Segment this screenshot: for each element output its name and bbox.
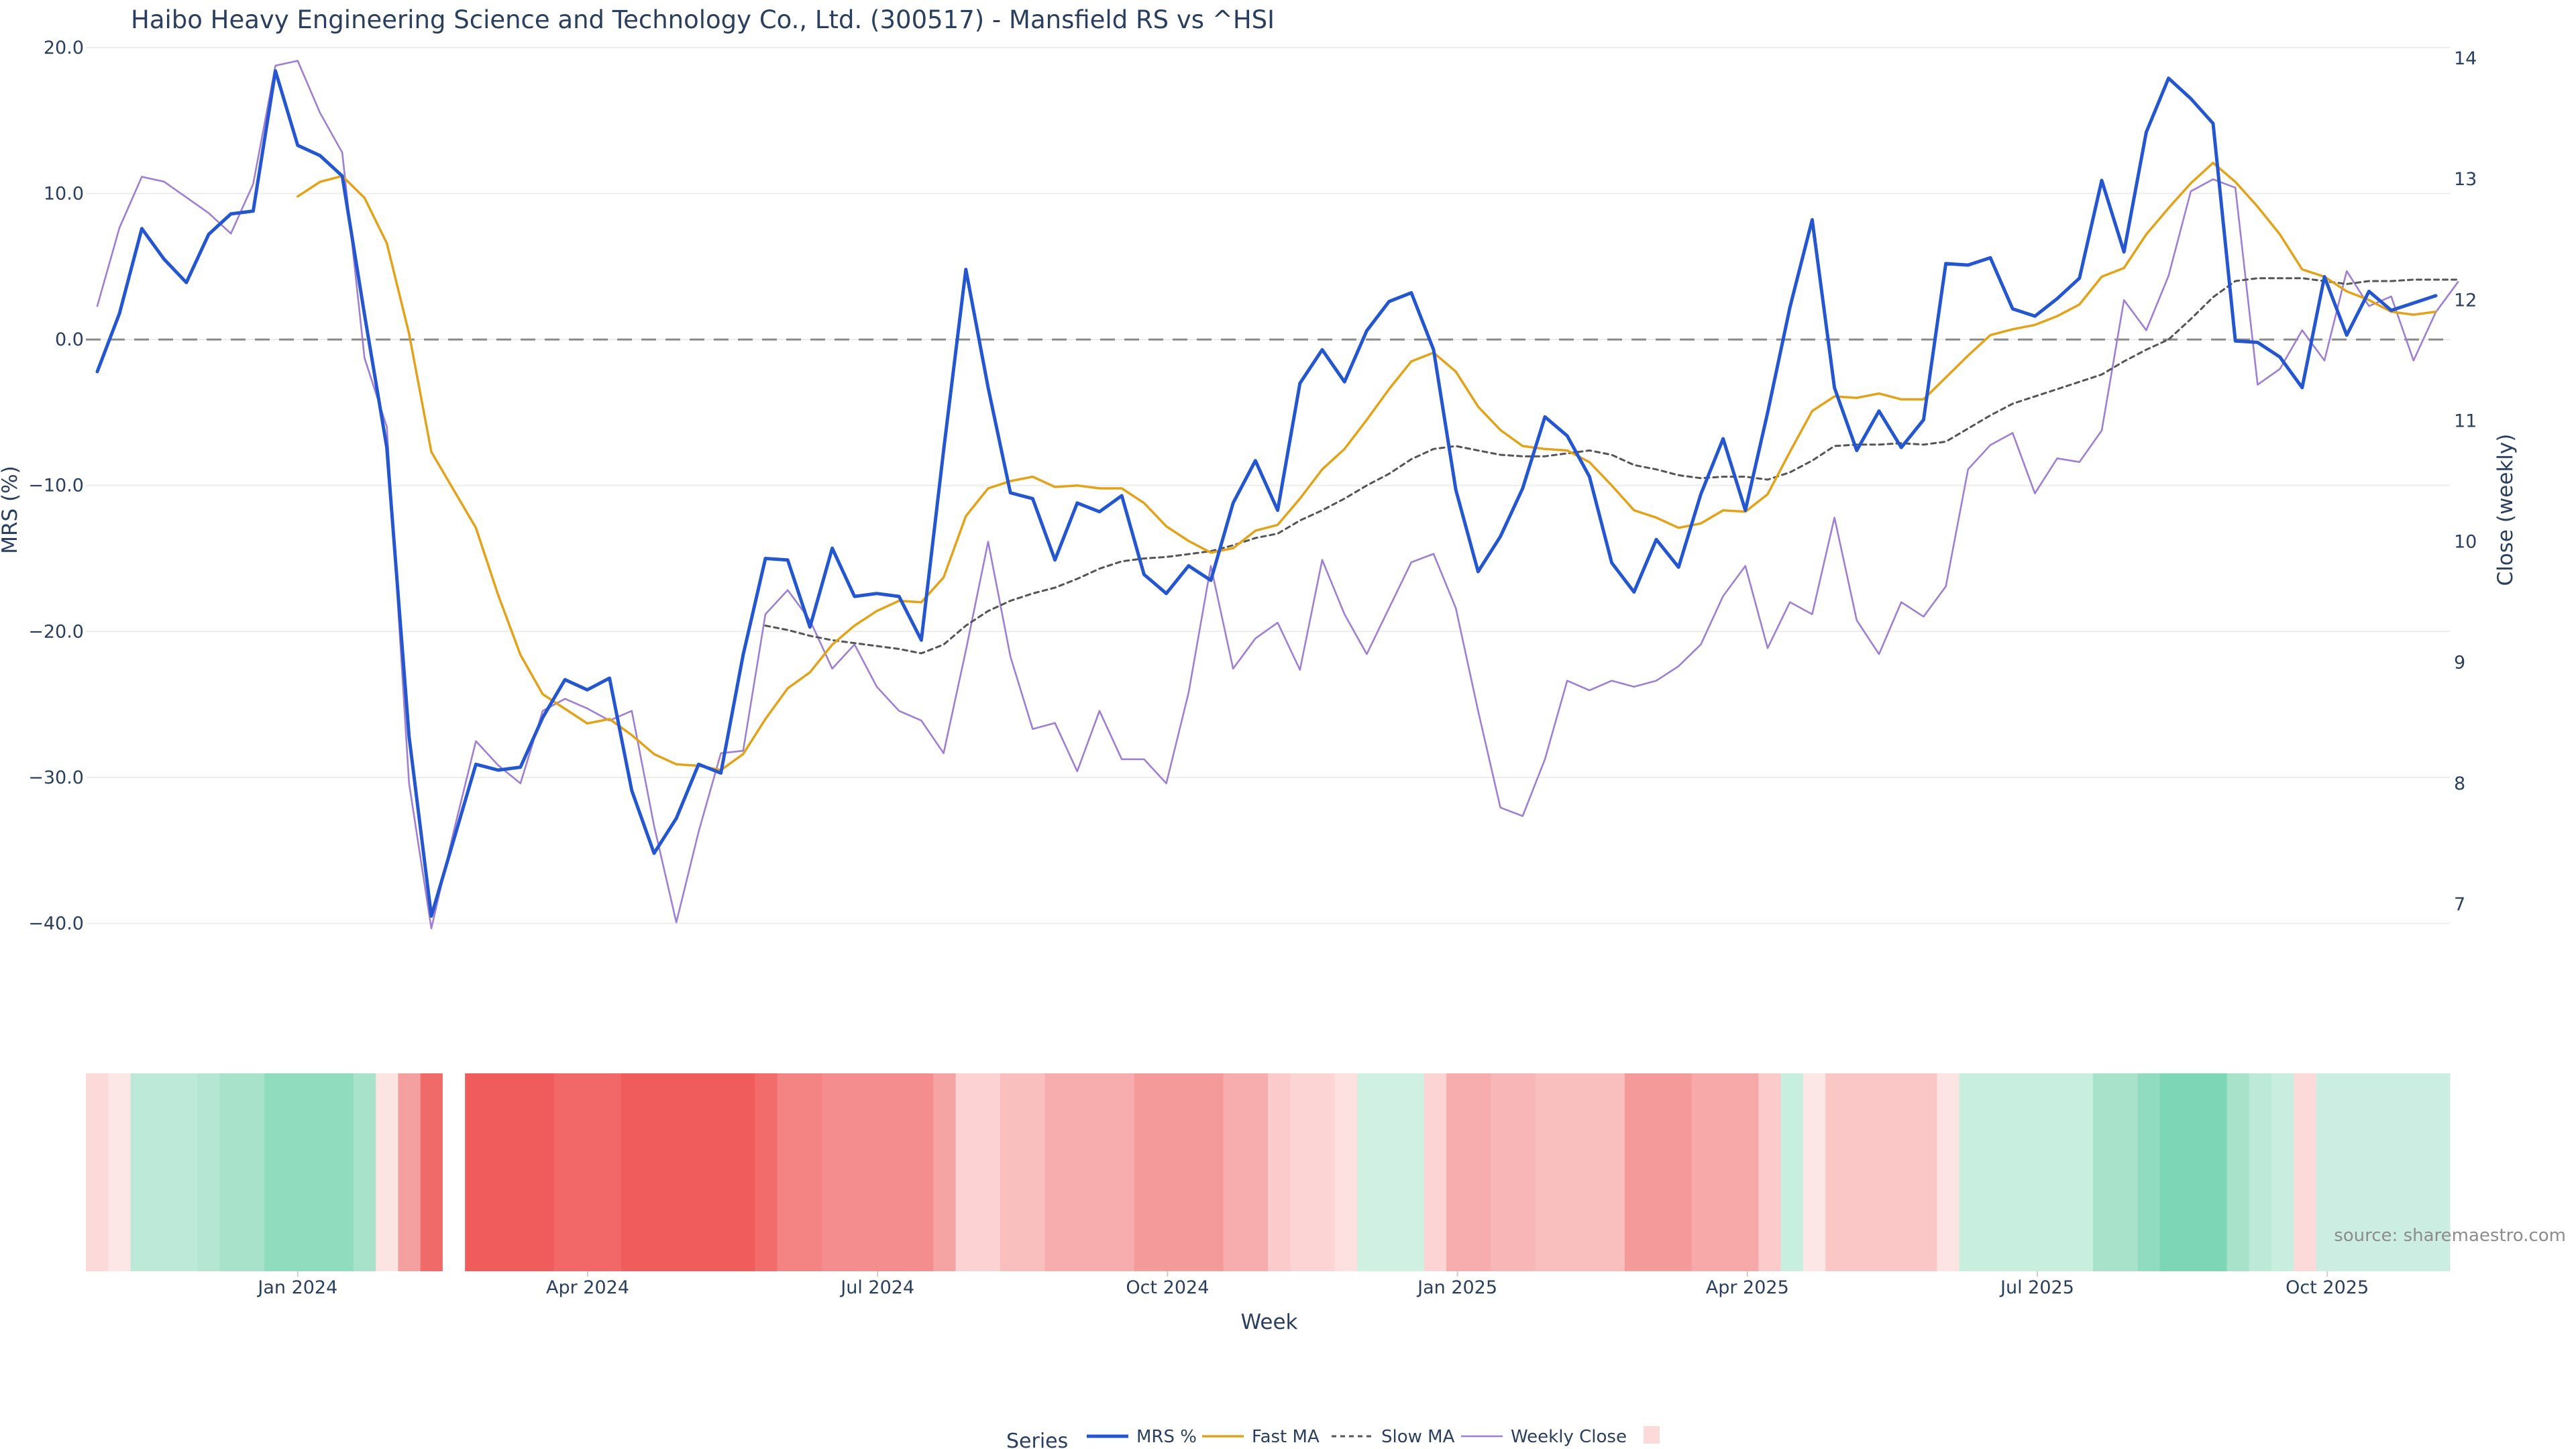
- legend-item-slow-ma-label: Slow MA: [1381, 1427, 1455, 1447]
- regime-strip-segment: [1959, 1073, 2094, 1271]
- x-tick-label: Oct 2025: [2286, 1277, 2369, 1298]
- chart-title: Haibo Heavy Engineering Science and Tech…: [131, 5, 1275, 34]
- regime-strip-segment: [1044, 1073, 1135, 1271]
- x-tick-label: Apr 2024: [546, 1277, 629, 1298]
- regime-strip-segment: [1356, 1073, 1425, 1271]
- y-tick-label-right: 12: [2454, 290, 2477, 311]
- regime-strip-segment: [777, 1073, 822, 1271]
- legend: Series MRS % Fast MA Slow MA Weekly Close: [1006, 1426, 1660, 1449]
- source-note: source: sharemaestro.com: [2334, 1226, 2566, 1246]
- regime-strip-segment: [1691, 1073, 1759, 1271]
- series-lines: [95, 60, 2459, 930]
- y-tick-label-left: 0.0: [55, 329, 84, 350]
- regime-strip-segment: [398, 1073, 421, 1271]
- y-tick-label-right: 7: [2454, 894, 2465, 915]
- x-axis: Jan 2024 Apr 2024 Jul 2024 Oct 2024 Jan 2025…: [256, 1271, 2369, 1298]
- regime-strip-segment: [621, 1073, 755, 1271]
- y-axis-right-title: Close (weekly): [2493, 434, 2518, 586]
- regime-strip-segment: [1491, 1073, 1536, 1271]
- y-tick-label-left: −40.0: [28, 913, 84, 934]
- y-tick-label-left: −30.0: [28, 767, 84, 788]
- regime-strip-segment: [2159, 1073, 2228, 1271]
- y-tick-label-right: 8: [2454, 773, 2465, 794]
- legend-item-weekly-close-label: Weekly Close: [1511, 1427, 1627, 1447]
- regime-strip-segment: [420, 1073, 443, 1271]
- x-tick-label: Jan 2024: [256, 1277, 337, 1298]
- x-tick-label: Oct 2024: [1126, 1277, 1209, 1298]
- regime-strip-segment: [1446, 1073, 1491, 1271]
- legend-item-fast-ma-label: Fast MA: [1252, 1427, 1320, 1447]
- x-tick-label: Jan 2025: [1416, 1277, 1497, 1298]
- regime-strip-segment: [822, 1073, 934, 1271]
- fast-ma-line: [297, 162, 2437, 771]
- y-tick-label-left: −20.0: [28, 621, 84, 642]
- legend-strip-swatch: [1644, 1426, 1660, 1444]
- regime-strip-segment: [1825, 1073, 1937, 1271]
- regime-strip-segment: [1624, 1073, 1693, 1271]
- regime-strip-segment: [955, 1073, 1001, 1271]
- regime-strip-segment: [1424, 1073, 1447, 1271]
- regime-strip-segment: [1758, 1073, 1782, 1271]
- regime-strip-segment: [1290, 1073, 1336, 1271]
- regime-strip-segment: [1000, 1073, 1046, 1271]
- regime-strip-segment: [376, 1073, 398, 1271]
- regime-strip-segment: [2271, 1073, 2294, 1271]
- y-tick-label-left: −10.0: [28, 476, 84, 496]
- y-axis-left-title: MRS (%): [0, 466, 22, 553]
- y-tick-label-right: 11: [2454, 411, 2477, 431]
- x-axis-title: Week: [1241, 1310, 1298, 1334]
- regime-strip-segment: [1535, 1073, 1625, 1271]
- regime-strip-segment: [1780, 1073, 1804, 1271]
- x-tick-label: Jul 2025: [1999, 1277, 2074, 1298]
- regime-strip-segment: [1334, 1073, 1358, 1271]
- legend-item-mrs-label: MRS %: [1136, 1427, 1197, 1447]
- regime-strip-segment: [2294, 1073, 2317, 1271]
- regime-strip-segment: [219, 1073, 265, 1271]
- y-axis-right: 14 13 12 11 10 9 8 7: [2454, 48, 2477, 915]
- y-tick-label-right: 13: [2454, 169, 2477, 190]
- regime-strip-segment: [2093, 1073, 2139, 1271]
- regime-strip-segment: [197, 1073, 220, 1271]
- regime-strip-segment: [1268, 1073, 1291, 1271]
- regime-strip-segment: [1134, 1073, 1224, 1271]
- regime-strip-segment: [755, 1073, 778, 1271]
- regime-strip-segment: [465, 1073, 555, 1271]
- regime-strip: [86, 1073, 2451, 1271]
- y-tick-label-right: 9: [2454, 653, 2465, 674]
- y-axis-left: 20.0 10.0 0.0 −10.0 −20.0 −30.0 −40.0: [28, 38, 84, 934]
- weekly-close-line: [96, 60, 2459, 930]
- regime-strip-segment: [1223, 1073, 1269, 1271]
- slow-ma-line: [764, 277, 2459, 655]
- y-tick-label-right: 14: [2454, 48, 2477, 69]
- regime-strip-segment: [108, 1073, 131, 1271]
- regime-strip-segment: [353, 1073, 376, 1271]
- regime-strip-segment: [1803, 1073, 1826, 1271]
- regime-strip-segment: [1937, 1073, 1960, 1271]
- regime-strip-segment: [130, 1073, 198, 1271]
- regime-strip-segment: [2249, 1073, 2272, 1271]
- regime-strip-segment: [933, 1073, 957, 1271]
- mrs-line: [95, 69, 2438, 918]
- y-tick-label-left: 20.0: [44, 38, 84, 58]
- y-tick-label-right: 10: [2454, 532, 2477, 553]
- regime-strip-segment: [554, 1073, 622, 1271]
- regime-strip-segment: [442, 1073, 466, 1271]
- regime-strip-segment: [2137, 1073, 2161, 1271]
- regime-strip-segment: [264, 1073, 354, 1271]
- x-tick-label: Apr 2025: [1706, 1277, 1789, 1298]
- regime-strip-segment: [2226, 1073, 2250, 1271]
- y-tick-label-left: 10.0: [44, 183, 84, 204]
- regime-strip-segment: [86, 1073, 109, 1271]
- legend-title: Series: [1006, 1430, 1068, 1449]
- regime-strip-segment: [2316, 1073, 2451, 1271]
- x-tick-label: Jul 2024: [839, 1277, 914, 1298]
